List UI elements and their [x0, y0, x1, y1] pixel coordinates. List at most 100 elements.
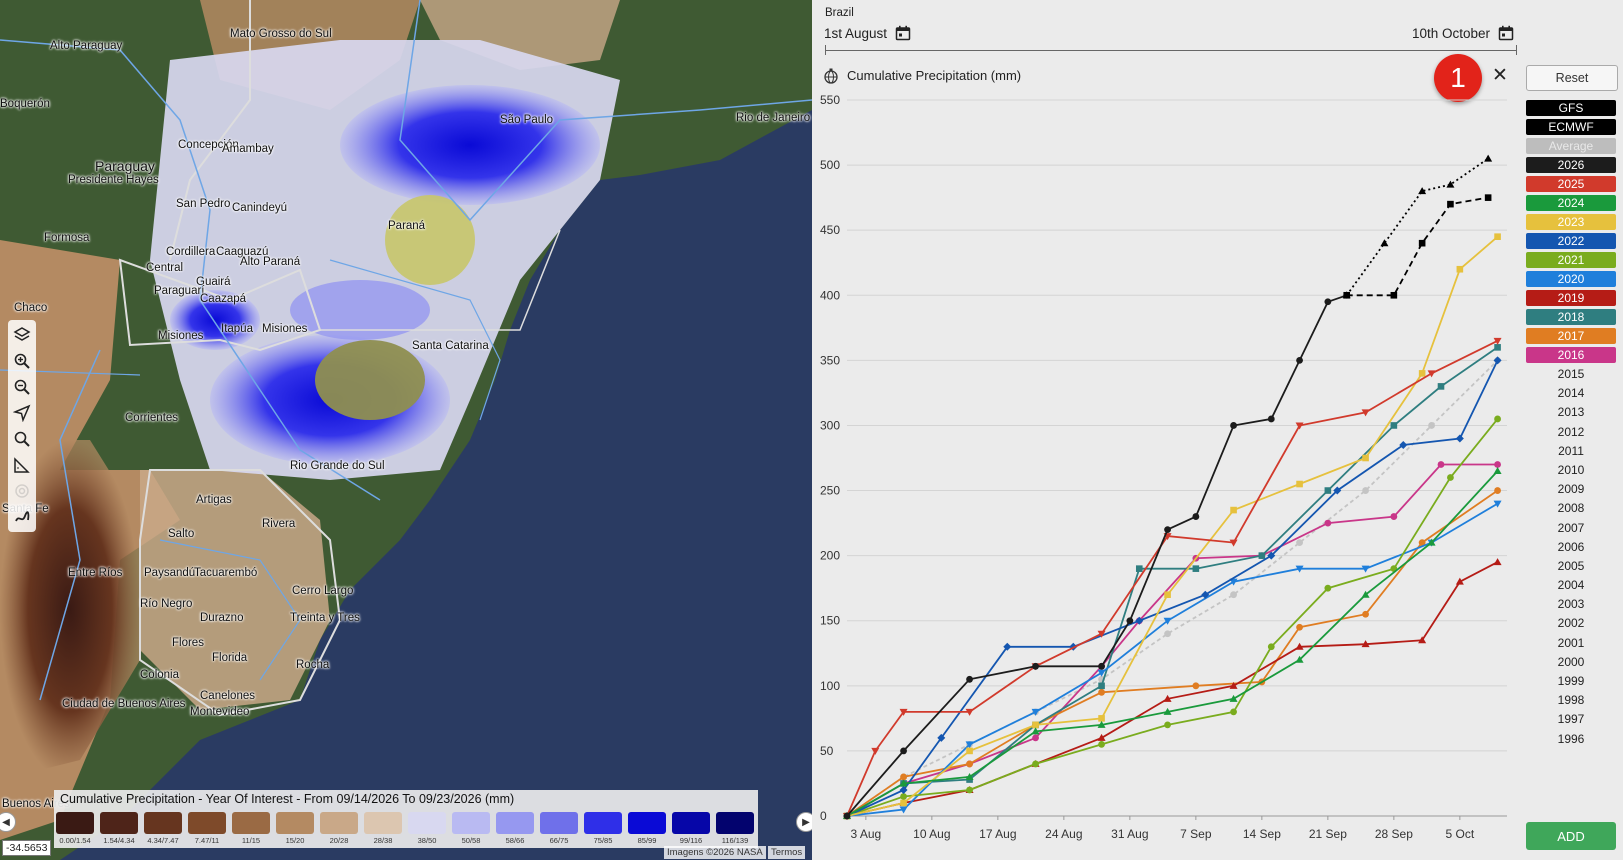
map-place-label: Mato Grosso do Sul — [230, 28, 332, 40]
map-place-label: Corrientes — [125, 412, 179, 424]
date-range-slider[interactable] — [825, 45, 1517, 55]
series-toggle-2017[interactable]: 2017 — [1526, 328, 1616, 344]
data-point — [1003, 642, 1012, 651]
date-end[interactable]: 10th October — [1412, 25, 1514, 41]
pan-left-arrow[interactable]: ◀ — [0, 812, 16, 832]
x-tick-label: 14 Sep — [1243, 827, 1281, 841]
series-toggle-1996[interactable]: 1996 — [1557, 731, 1585, 746]
series-toggle-2024[interactable]: 2024 — [1526, 195, 1616, 211]
series-toggle-average[interactable]: Average — [1526, 138, 1616, 154]
data-point — [1295, 565, 1304, 573]
series-toggle-1999[interactable]: 1999 — [1557, 674, 1585, 688]
data-point — [1447, 474, 1454, 481]
data-point — [1418, 187, 1427, 195]
series-toggle-2019[interactable]: 2019 — [1526, 290, 1616, 306]
map-place-label: Caaguazú — [216, 246, 269, 258]
data-point — [1324, 298, 1332, 306]
data-point — [1324, 519, 1332, 527]
date-start[interactable]: 1st August — [824, 25, 911, 41]
add-button[interactable]: ADD — [1526, 822, 1616, 850]
series-toggle-2009[interactable]: 2009 — [1557, 482, 1585, 497]
zoom-in-icon[interactable] — [8, 348, 36, 374]
legend-label: 28/38 — [373, 836, 393, 845]
series-toggle-2020[interactable]: 2020 — [1526, 271, 1616, 287]
series-toggle-2016[interactable]: 2016 — [1526, 347, 1616, 363]
series-toggle-2002[interactable]: 2002 — [1557, 616, 1585, 631]
calendar-icon[interactable] — [1498, 25, 1514, 41]
zoom-out-icon[interactable] — [8, 374, 36, 400]
map-canvas[interactable] — [0, 0, 812, 860]
series-toggle-2025[interactable]: 2025 — [1526, 176, 1616, 192]
data-point — [1484, 194, 1492, 201]
series-toggle-2005[interactable]: 2005 — [1557, 558, 1585, 573]
series-toggle-2015[interactable]: 2015 — [1557, 367, 1585, 381]
data-point — [1164, 630, 1171, 638]
legend-label: 38/50 — [417, 836, 437, 845]
series-toggle-1998[interactable]: 1998 — [1557, 693, 1585, 708]
series-toggle-2006[interactable]: 2006 — [1557, 539, 1585, 554]
navigate-icon[interactable] — [8, 400, 36, 426]
data-point — [900, 799, 907, 807]
map-place-label: Alto Paraguay — [50, 40, 123, 52]
legend-label: 116/139 — [721, 836, 749, 845]
legend-swatch — [188, 812, 226, 834]
y-tick-label: 450 — [820, 223, 840, 237]
map-place-label: Canelones — [200, 690, 255, 702]
draw-icon[interactable] — [8, 504, 36, 530]
data-point — [1135, 616, 1144, 625]
series-toggle-2012[interactable]: 2012 — [1557, 424, 1585, 439]
series-toggle-gfs[interactable]: GFS — [1526, 100, 1616, 116]
data-point — [1455, 577, 1464, 585]
legend-item: 4.34/7.47 — [144, 812, 182, 845]
series-toggle-2014[interactable]: 2014 — [1557, 386, 1585, 401]
target-icon[interactable] — [8, 478, 36, 504]
series-toggle-2018[interactable]: 2018 — [1526, 309, 1616, 325]
calendar-icon[interactable] — [895, 25, 911, 41]
map-place-label: Canindeyú — [232, 202, 287, 214]
step-badge: 1 — [1434, 54, 1482, 102]
series-toggle-1997[interactable]: 1997 — [1557, 712, 1585, 727]
data-point — [1418, 636, 1427, 644]
series-toggle-2022[interactable]: 2022 — [1526, 233, 1616, 249]
series-toggle-2011[interactable]: 2011 — [1558, 443, 1584, 458]
series-toggle-2000[interactable]: 2000 — [1557, 654, 1585, 669]
legend-item: 20/28 — [320, 812, 358, 845]
data-point — [1126, 617, 1134, 625]
series-toggle-ecmwf[interactable]: ECMWF — [1526, 119, 1616, 135]
range-start-handle[interactable] — [825, 45, 826, 55]
y-tick-label: 250 — [820, 484, 840, 498]
legend-label: 85/99 — [637, 836, 657, 845]
terms-link[interactable]: Termos — [768, 846, 806, 859]
globe-icon — [824, 68, 838, 84]
series-toggle-2021[interactable]: 2021 — [1526, 252, 1616, 268]
series-toggle-2010[interactable]: 2010 — [1557, 462, 1585, 477]
reset-button[interactable]: Reset — [1526, 65, 1618, 91]
series-toggle-2008[interactable]: 2008 — [1557, 501, 1585, 516]
data-point — [1455, 434, 1464, 443]
map-place-label: Paraná — [388, 220, 426, 232]
x-tick-label: 3 Aug — [851, 827, 882, 841]
measure-icon[interactable] — [8, 452, 36, 478]
data-point — [1427, 538, 1436, 546]
series-toggle-2013[interactable]: 2013 — [1557, 405, 1585, 420]
data-point — [1164, 591, 1171, 598]
map-view[interactable]: Mato Grosso do Sul Alto Paraguay Boquerón S… — [0, 0, 812, 860]
series-line-2021 — [846, 418, 1499, 817]
search-icon[interactable] — [8, 426, 36, 452]
series-toggle-2007[interactable]: 2007 — [1557, 520, 1585, 535]
data-point — [1163, 694, 1172, 702]
series-toggle-2023[interactable]: 2023 — [1526, 214, 1616, 230]
y-tick-label: 350 — [820, 353, 840, 367]
series-toggle-2004[interactable]: 2004 — [1557, 578, 1585, 593]
map-place-label: Río Negro — [140, 598, 193, 610]
x-tick-label: 7 Sep — [1180, 827, 1212, 841]
layers-icon[interactable] — [8, 322, 36, 348]
series-toggle-2003[interactable]: 2003 — [1557, 597, 1585, 612]
pan-right-arrow[interactable]: ▶ — [796, 812, 812, 832]
series-toggle-2026[interactable]: 2026 — [1526, 157, 1616, 173]
data-point — [1361, 590, 1370, 598]
close-icon[interactable]: ✕ — [1492, 65, 1508, 86]
series-toggle-2001[interactable]: 2001 — [1557, 635, 1585, 650]
range-end-handle[interactable] — [1516, 45, 1517, 55]
map-place-label: Santa Catarina — [412, 340, 489, 352]
